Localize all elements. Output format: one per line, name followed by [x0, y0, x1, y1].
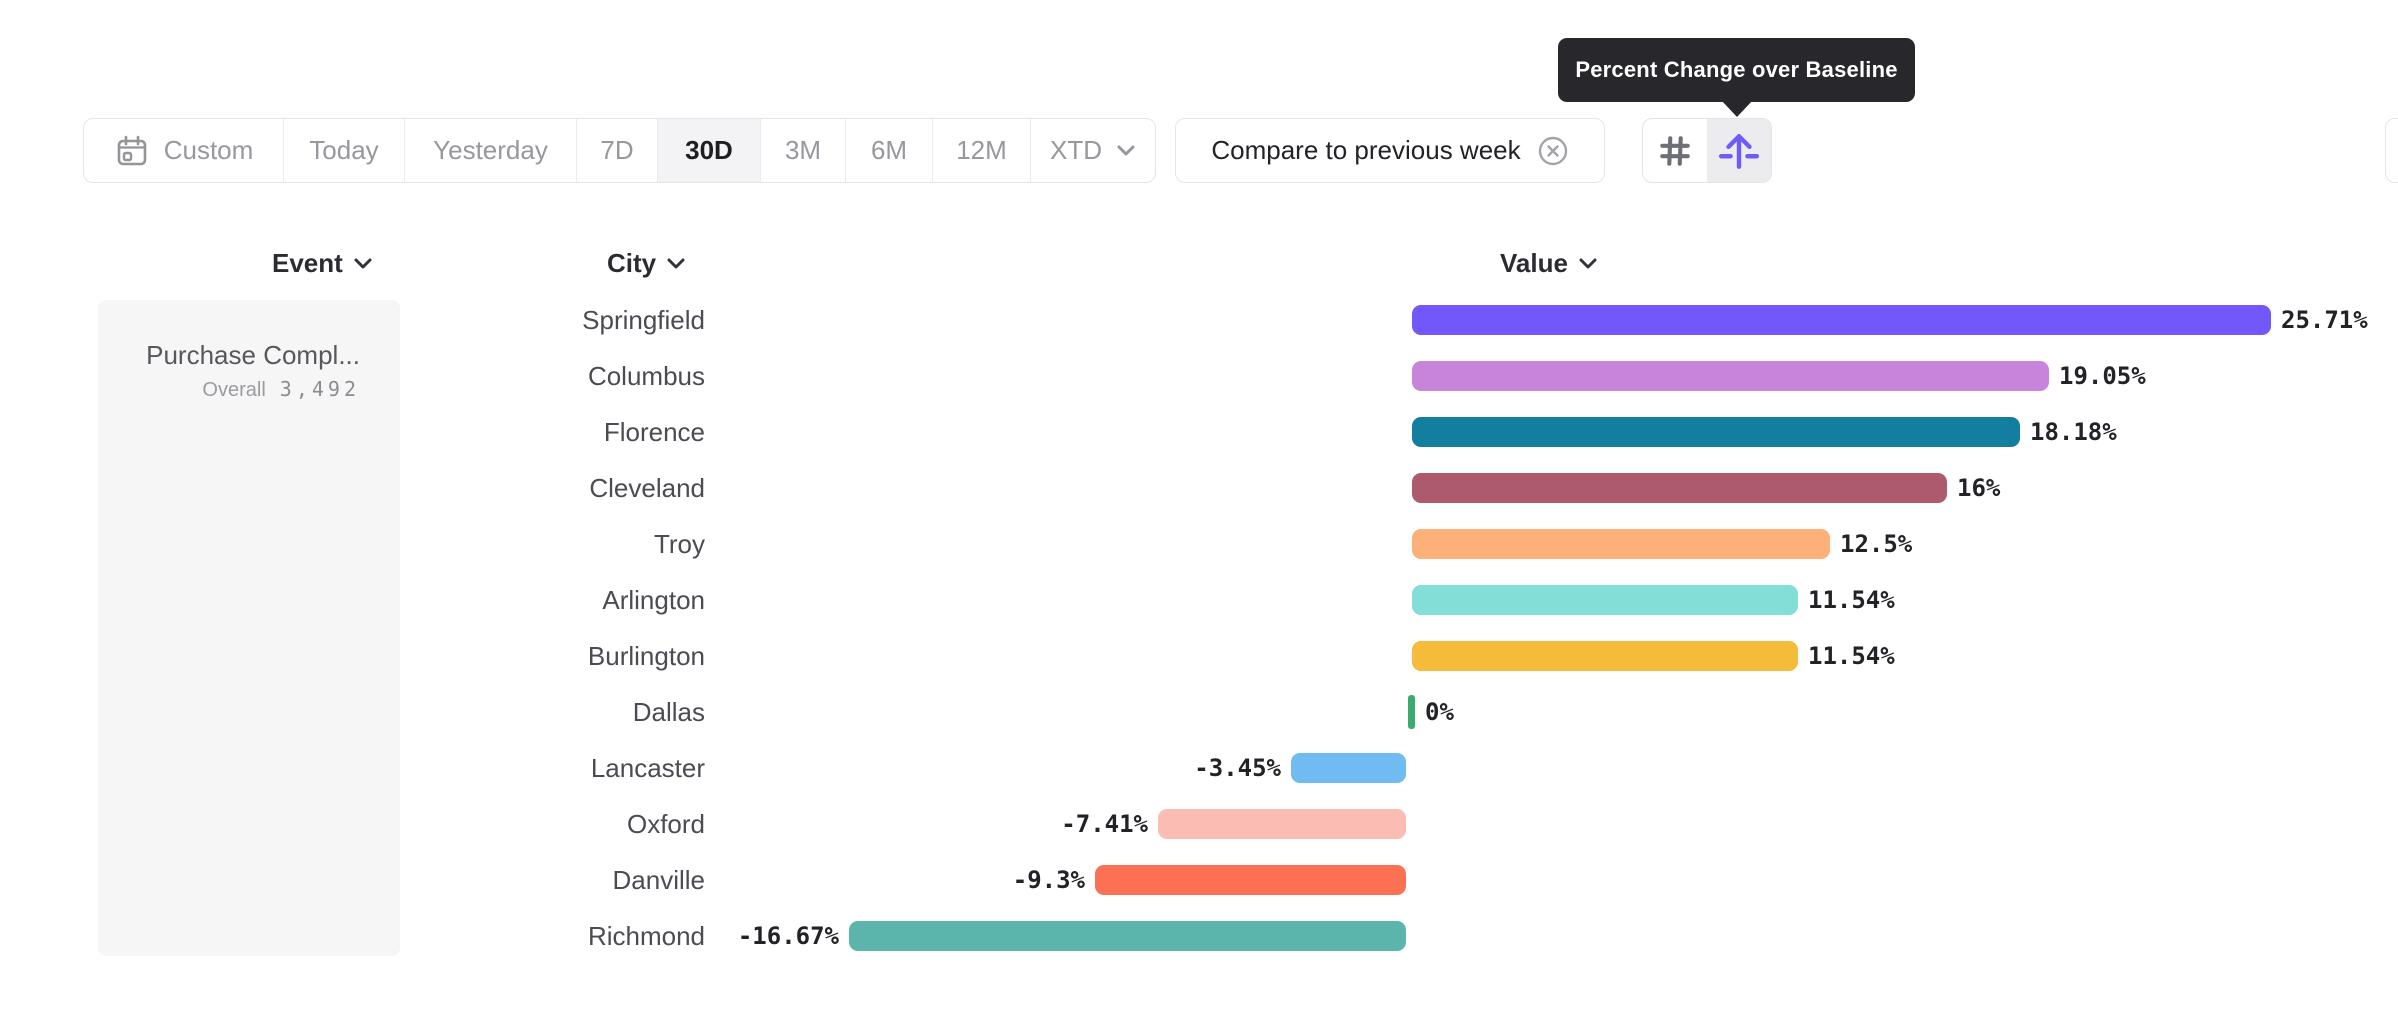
bar-columbus[interactable] [1412, 361, 2049, 391]
column-header-city-label: City [607, 247, 657, 278]
date-range-7d[interactable]: 7D [577, 119, 658, 182]
city-label: Dallas [632, 697, 705, 727]
event-title: Purchase Compl... [146, 340, 360, 370]
value-label: 0% [1425, 698, 1454, 726]
column-header-value[interactable]: Value [1500, 247, 1598, 279]
city-label: Columbus [587, 361, 705, 391]
bar-danville[interactable] [1095, 865, 1406, 895]
value-label: 25.71% [2281, 306, 2368, 334]
view-toggle-percent-change[interactable] [1707, 119, 1771, 182]
baseline-arrow-icon [1718, 130, 1760, 172]
value-label: -7.41% [1061, 810, 1148, 838]
bar-springfield[interactable] [1412, 305, 2271, 335]
event-overall-row: Overall 3,492 [146, 374, 360, 407]
edge-cutoff-button[interactable] [2385, 118, 2398, 183]
date-range-label: 6M [870, 135, 908, 165]
city-label: Springfield [582, 305, 705, 335]
tooltip-percent-change-over-baseline: Percent Change over Baseline [1558, 38, 1915, 117]
date-range-label: Yesterday [433, 135, 548, 165]
bar-cleveland[interactable] [1412, 473, 1947, 503]
city-label: Florence [603, 417, 705, 447]
column-header-event-label: Event [272, 247, 343, 278]
circle-x-icon[interactable] [1537, 135, 1569, 167]
bar-burlington[interactable] [1412, 641, 1798, 671]
date-range-custom[interactable]: Custom [84, 119, 284, 182]
date-range-label: 12M [956, 135, 1007, 165]
chart-view-toggle [1642, 118, 1772, 183]
date-range-xtd[interactable]: XTD [1031, 119, 1155, 182]
value-label: 19.05% [2059, 362, 2146, 390]
bar-oxford[interactable] [1158, 809, 1406, 839]
column-header-value-label: Value [1500, 247, 1568, 278]
city-label: Cleveland [589, 473, 705, 503]
value-label: -9.3% [1012, 866, 1085, 894]
compare-label: Compare to previous week [1211, 135, 1521, 165]
date-range-label: 3M [784, 135, 822, 165]
date-range-12m[interactable]: 12M [933, 119, 1031, 182]
view-toggle-grid[interactable] [1643, 119, 1707, 182]
date-range-6m[interactable]: 6M [846, 119, 933, 182]
date-range-today[interactable]: Today [284, 119, 405, 182]
bar-dallas[interactable] [1408, 695, 1415, 729]
overall-label: Overall [202, 379, 266, 401]
compare-to-previous-week-button[interactable]: Compare to previous week [1175, 118, 1605, 183]
value-label: -3.45% [1194, 754, 1281, 782]
value-label: 11.54% [1808, 586, 1895, 614]
grid-icon [1656, 132, 1694, 170]
city-label: Oxford [626, 809, 705, 839]
value-label: 11.54% [1808, 642, 1895, 670]
column-header-city[interactable]: City [607, 247, 686, 279]
date-range-30d[interactable]: 30D [658, 119, 761, 182]
date-range-label: Custom [163, 135, 254, 165]
overall-value: 3,492 [279, 377, 360, 401]
column-header-event[interactable]: Event [272, 247, 373, 279]
chevron-down-icon [1116, 144, 1136, 157]
value-label: 16% [1957, 474, 2001, 502]
chevron-down-icon [1578, 257, 1598, 270]
bar-florence[interactable] [1412, 417, 2020, 447]
bar-richmond[interactable] [849, 921, 1406, 951]
tooltip-text: Percent Change over Baseline [1575, 57, 1898, 82]
date-range-label: Today [309, 135, 379, 165]
bar-arlington[interactable] [1412, 585, 1798, 615]
city-label: Richmond [587, 921, 705, 951]
date-range-3m[interactable]: 3M [761, 119, 846, 182]
chevron-down-icon [666, 257, 686, 270]
city-label: Arlington [602, 585, 705, 615]
value-label: 18.18% [2030, 418, 2117, 446]
tooltip-caret [1721, 100, 1753, 117]
date-range-label: 7D [600, 135, 634, 165]
city-label: Burlington [587, 641, 705, 671]
value-label: -16.67% [737, 922, 839, 950]
city-label: Danville [612, 865, 706, 895]
date-range-toolbar: Custom Today Yesterday 7D 30D 3M 6M 12M XTD [83, 118, 1156, 183]
bar-lancaster[interactable] [1291, 753, 1406, 783]
chevron-down-icon [353, 257, 373, 270]
date-range-label: XTD [1050, 135, 1102, 165]
value-label: 12.5% [1840, 530, 1913, 558]
city-label: Troy [653, 529, 705, 559]
bar-troy[interactable] [1412, 529, 1830, 559]
event-card[interactable]: Purchase Compl... Overall 3,492 [146, 338, 360, 407]
date-range-label: 30D [685, 135, 733, 165]
event-panel: Purchase Compl... Overall 3,492 [98, 300, 400, 956]
city-label: Lancaster [590, 753, 705, 783]
calendar-icon [114, 133, 150, 169]
date-range-yesterday[interactable]: Yesterday [405, 119, 577, 182]
